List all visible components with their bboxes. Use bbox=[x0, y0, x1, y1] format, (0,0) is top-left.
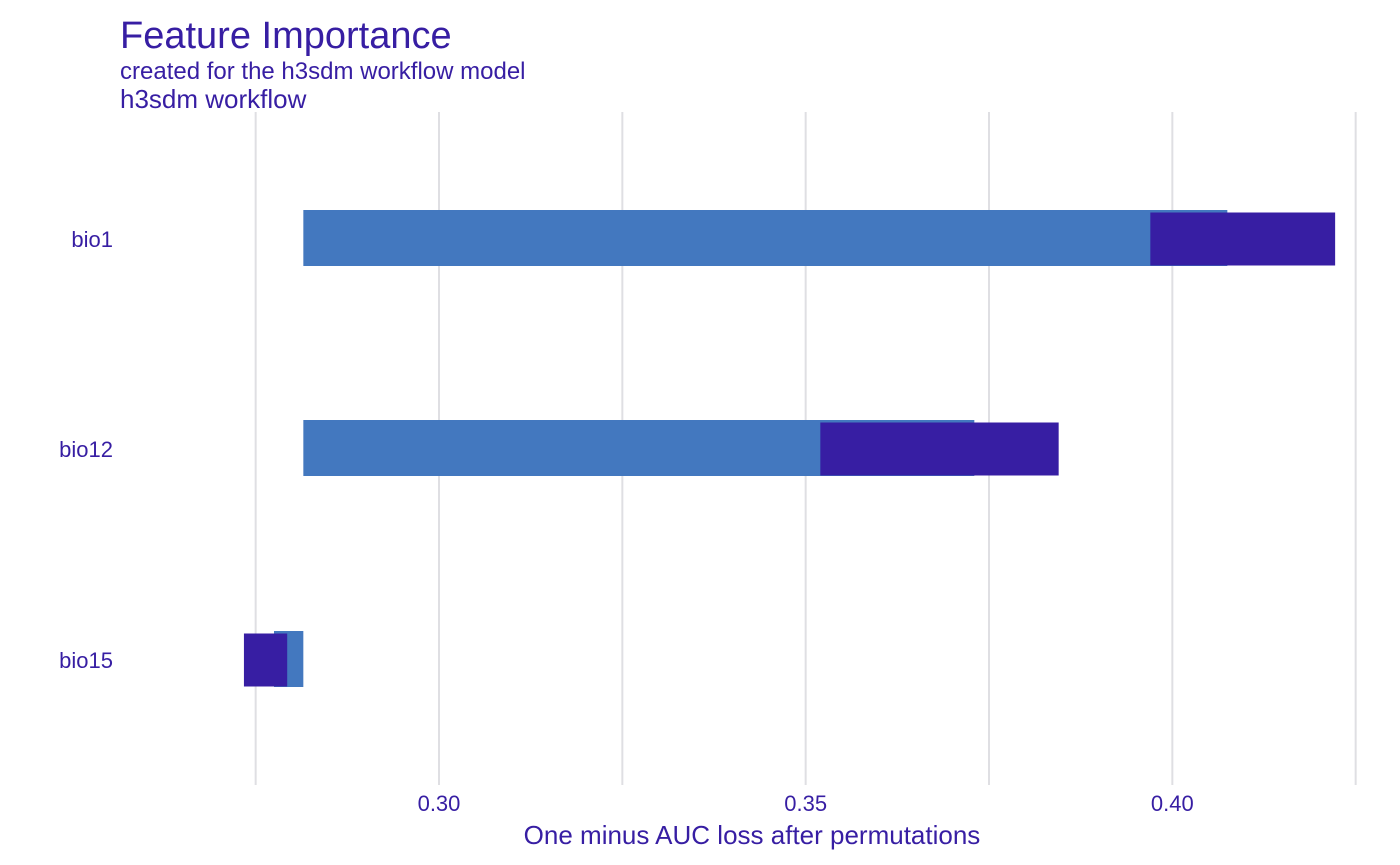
y-tick-label-bio1: bio1 bbox=[71, 227, 113, 252]
chart-header: Feature Importance created for the h3sdm… bbox=[120, 14, 526, 113]
y-tick-label-bio15: bio15 bbox=[59, 648, 113, 673]
bars-layer bbox=[243, 210, 1336, 687]
bar-dark-bio12 bbox=[820, 422, 1059, 476]
bar-dark-bio1 bbox=[1150, 212, 1336, 266]
x-tick-label-0: 0.30 bbox=[418, 791, 461, 816]
chart-subtitle: created for the h3sdm workflow model bbox=[120, 58, 526, 85]
y-axis-labels: bio1 bio12 bio15 bbox=[59, 227, 113, 673]
x-axis-title: One minus AUC loss after permutations bbox=[524, 820, 981, 850]
x-axis-ticks: 0.30 0.35 0.40 bbox=[418, 791, 1194, 816]
x-tick-label-1: 0.35 bbox=[784, 791, 827, 816]
chart-title: Feature Importance bbox=[120, 15, 452, 57]
x-tick-label-2: 0.40 bbox=[1151, 791, 1194, 816]
model-label: h3sdm workflow bbox=[120, 84, 307, 114]
y-tick-label-bio12: bio12 bbox=[59, 437, 113, 462]
bar-dark-bio15 bbox=[243, 633, 288, 687]
bar-light-bio1 bbox=[303, 210, 1228, 266]
